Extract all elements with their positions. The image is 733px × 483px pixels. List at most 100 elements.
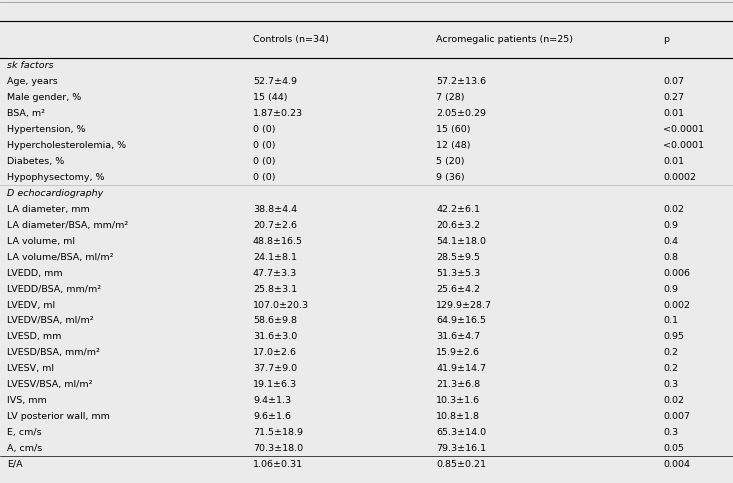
Text: 37.7±9.0: 37.7±9.0 (253, 364, 297, 373)
Text: 0.2: 0.2 (663, 364, 678, 373)
Text: Male gender, %: Male gender, % (7, 93, 81, 102)
Text: Diabetes, %: Diabetes, % (7, 157, 65, 166)
Text: 0.01: 0.01 (663, 157, 685, 166)
Text: 0.27: 0.27 (663, 93, 685, 102)
Text: 31.6±3.0: 31.6±3.0 (253, 332, 297, 341)
Text: 0.02: 0.02 (663, 396, 685, 405)
Text: 0.05: 0.05 (663, 444, 685, 453)
Text: p: p (663, 35, 669, 44)
Text: 0.3: 0.3 (663, 428, 679, 437)
Text: 0.9: 0.9 (663, 284, 678, 294)
Text: LVESV/BSA, ml/m²: LVESV/BSA, ml/m² (7, 380, 93, 389)
Text: LVEDV/BSA, ml/m²: LVEDV/BSA, ml/m² (7, 316, 94, 326)
Text: Hypophysectomy, %: Hypophysectomy, % (7, 173, 105, 182)
Text: <0.0001: <0.0001 (663, 141, 704, 150)
Text: 0.2: 0.2 (663, 348, 678, 357)
Text: 0 (0): 0 (0) (253, 157, 276, 166)
Text: E, cm/s: E, cm/s (7, 428, 42, 437)
Text: 25.6±4.2: 25.6±4.2 (436, 284, 480, 294)
Text: 51.3±5.3: 51.3±5.3 (436, 269, 480, 278)
Text: LA volume, ml: LA volume, ml (7, 237, 75, 246)
Text: E/A: E/A (7, 460, 23, 469)
Text: 15.9±2.6: 15.9±2.6 (436, 348, 480, 357)
Text: 0.95: 0.95 (663, 332, 685, 341)
Text: 58.6±9.8: 58.6±9.8 (253, 316, 297, 326)
Text: LVESV, ml: LVESV, ml (7, 364, 54, 373)
Text: 0 (0): 0 (0) (253, 141, 276, 150)
Text: 70.3±18.0: 70.3±18.0 (253, 444, 303, 453)
Text: 15 (44): 15 (44) (253, 93, 287, 102)
Text: Age, years: Age, years (7, 77, 58, 86)
Text: 0.8: 0.8 (663, 253, 678, 262)
Text: 0 (0): 0 (0) (253, 125, 276, 134)
Text: LVEDV, ml: LVEDV, ml (7, 300, 56, 310)
Text: 41.9±14.7: 41.9±14.7 (436, 364, 486, 373)
Text: 24.1±8.1: 24.1±8.1 (253, 253, 297, 262)
Text: 79.3±16.1: 79.3±16.1 (436, 444, 486, 453)
Text: Acromegalic patients (n=25): Acromegalic patients (n=25) (436, 35, 573, 44)
Text: 0.0002: 0.0002 (663, 173, 696, 182)
Text: 0 (0): 0 (0) (253, 173, 276, 182)
Text: 42.2±6.1: 42.2±6.1 (436, 205, 480, 214)
Text: LVESD, mm: LVESD, mm (7, 332, 62, 341)
Text: 19.1±6.3: 19.1±6.3 (253, 380, 297, 389)
Text: 57.2±13.6: 57.2±13.6 (436, 77, 486, 86)
Text: 0.007: 0.007 (663, 412, 690, 421)
Text: 0.9: 0.9 (663, 221, 678, 230)
Text: 10.8±1.8: 10.8±1.8 (436, 412, 480, 421)
Text: BSA, m²: BSA, m² (7, 109, 45, 118)
Text: 52.7±4.9: 52.7±4.9 (253, 77, 297, 86)
Text: 0.006: 0.006 (663, 269, 690, 278)
Text: 65.3±14.0: 65.3±14.0 (436, 428, 486, 437)
Text: D echocardiography: D echocardiography (7, 189, 103, 198)
Text: 0.4: 0.4 (663, 237, 678, 246)
Text: 38.8±4.4: 38.8±4.4 (253, 205, 297, 214)
Text: 0.01: 0.01 (663, 109, 685, 118)
Text: 54.1±18.0: 54.1±18.0 (436, 237, 486, 246)
Text: 7 (28): 7 (28) (436, 93, 465, 102)
Text: LVEDD, mm: LVEDD, mm (7, 269, 63, 278)
Text: 9 (36): 9 (36) (436, 173, 465, 182)
Text: 0.3: 0.3 (663, 380, 679, 389)
Text: Controls (n=34): Controls (n=34) (253, 35, 329, 44)
Text: 25.8±3.1: 25.8±3.1 (253, 284, 297, 294)
Text: 31.6±4.7: 31.6±4.7 (436, 332, 480, 341)
Text: 64.9±16.5: 64.9±16.5 (436, 316, 486, 326)
Text: 12 (48): 12 (48) (436, 141, 471, 150)
Text: 1.06±0.31: 1.06±0.31 (253, 460, 303, 469)
Text: 5 (20): 5 (20) (436, 157, 465, 166)
Text: <0.0001: <0.0001 (663, 125, 704, 134)
Text: 71.5±18.9: 71.5±18.9 (253, 428, 303, 437)
Text: LVESD/BSA, mm/m²: LVESD/BSA, mm/m² (7, 348, 100, 357)
Text: IVS, mm: IVS, mm (7, 396, 47, 405)
Text: 15 (60): 15 (60) (436, 125, 471, 134)
Text: 0.07: 0.07 (663, 77, 685, 86)
Text: 0.02: 0.02 (663, 205, 685, 214)
Text: 20.6±3.2: 20.6±3.2 (436, 221, 480, 230)
Text: LA volume/BSA, ml/m²: LA volume/BSA, ml/m² (7, 253, 114, 262)
Text: 17.0±2.6: 17.0±2.6 (253, 348, 297, 357)
Text: 21.3±6.8: 21.3±6.8 (436, 380, 480, 389)
Text: 0.85±0.21: 0.85±0.21 (436, 460, 486, 469)
Text: LA diameter/BSA, mm/m²: LA diameter/BSA, mm/m² (7, 221, 128, 230)
Text: 9.4±1.3: 9.4±1.3 (253, 396, 291, 405)
Text: 2.05±0.29: 2.05±0.29 (436, 109, 486, 118)
Text: 28.5±9.5: 28.5±9.5 (436, 253, 480, 262)
Text: 129.9±28.7: 129.9±28.7 (436, 300, 492, 310)
Text: 9.6±1.6: 9.6±1.6 (253, 412, 291, 421)
Text: LVEDD/BSA, mm/m²: LVEDD/BSA, mm/m² (7, 284, 101, 294)
Text: Hypertension, %: Hypertension, % (7, 125, 86, 134)
Text: 47.7±3.3: 47.7±3.3 (253, 269, 297, 278)
Text: 107.0±20.3: 107.0±20.3 (253, 300, 309, 310)
Text: 48.8±16.5: 48.8±16.5 (253, 237, 303, 246)
Text: sk factors: sk factors (7, 61, 54, 71)
Text: 0.002: 0.002 (663, 300, 690, 310)
Text: 20.7±2.6: 20.7±2.6 (253, 221, 297, 230)
Text: LA diameter, mm: LA diameter, mm (7, 205, 90, 214)
Text: 1.87±0.23: 1.87±0.23 (253, 109, 303, 118)
Text: LV posterior wall, mm: LV posterior wall, mm (7, 412, 110, 421)
Text: 10.3±1.6: 10.3±1.6 (436, 396, 480, 405)
Text: 0.1: 0.1 (663, 316, 678, 326)
Text: 0.004: 0.004 (663, 460, 690, 469)
Text: Hypercholesterolemia, %: Hypercholesterolemia, % (7, 141, 127, 150)
